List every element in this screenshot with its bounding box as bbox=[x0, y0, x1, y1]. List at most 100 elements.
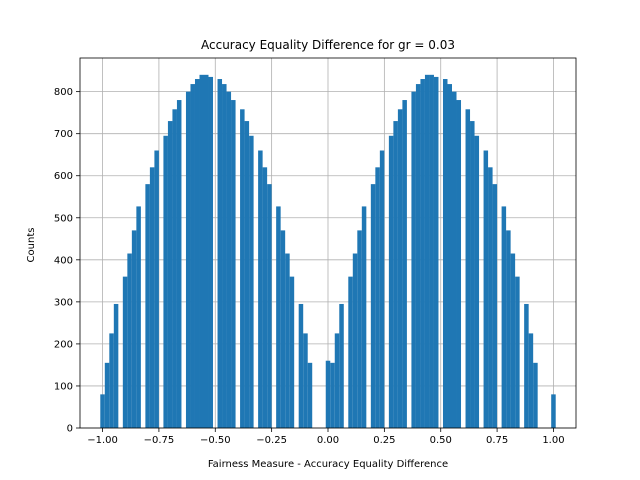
histogram-bar bbox=[515, 276, 520, 428]
x-tick-label: 0.75 bbox=[486, 435, 508, 446]
histogram-bar bbox=[131, 230, 137, 428]
histogram-bar bbox=[217, 79, 223, 428]
histogram-bar bbox=[361, 206, 367, 428]
histogram-bar bbox=[100, 394, 105, 428]
histogram-bar bbox=[199, 74, 204, 429]
x-tick-label: 0.00 bbox=[317, 435, 339, 446]
histogram-bar bbox=[231, 100, 236, 428]
histogram-bar bbox=[420, 79, 425, 428]
histogram-bar bbox=[109, 333, 114, 428]
histogram-bar bbox=[533, 362, 538, 428]
histogram-bar bbox=[276, 206, 281, 428]
histogram-bar bbox=[551, 394, 556, 428]
x-tick-label: −0.25 bbox=[256, 435, 287, 446]
histogram-bar bbox=[258, 150, 263, 428]
histogram-bar bbox=[524, 303, 529, 428]
histogram-bar bbox=[348, 276, 353, 428]
histogram-bar bbox=[510, 253, 516, 428]
histogram-bar bbox=[393, 121, 398, 429]
y-tick-label: 200 bbox=[54, 339, 73, 350]
histogram-bar bbox=[176, 100, 182, 428]
x-tick-label: −0.75 bbox=[144, 435, 175, 446]
y-tick-label: 800 bbox=[54, 87, 73, 98]
histogram-bar bbox=[267, 184, 272, 428]
y-axis-ticks: 0 100 200 300 400 500 600 700 800 bbox=[54, 87, 80, 435]
histogram-bar bbox=[303, 333, 308, 428]
histogram-bar bbox=[154, 150, 159, 428]
histogram-bar bbox=[447, 84, 452, 429]
histogram-bar bbox=[433, 76, 439, 428]
histogram-bar bbox=[357, 230, 362, 428]
histogram-bar bbox=[289, 276, 295, 428]
histogram-bar bbox=[429, 74, 434, 429]
histogram-bar bbox=[339, 303, 344, 428]
histogram-bar bbox=[136, 206, 141, 428]
histogram-bar bbox=[465, 109, 471, 428]
histogram-bar bbox=[325, 360, 331, 428]
histogram-bar bbox=[226, 91, 232, 429]
histogram-bar bbox=[262, 167, 268, 428]
histogram-bar bbox=[240, 109, 245, 428]
histogram-bar bbox=[190, 84, 195, 429]
histogram-bar bbox=[285, 253, 290, 428]
y-tick-label: 600 bbox=[54, 171, 73, 182]
histogram-bar bbox=[415, 84, 421, 429]
x-axis-ticks: −1.00 −0.75 −0.50 −0.25 0.00 0.25 0.50 0.75 1.00 bbox=[87, 428, 565, 446]
histogram-bar bbox=[397, 109, 403, 428]
x-tick-label: 0.25 bbox=[373, 435, 395, 446]
histogram-bar bbox=[352, 253, 358, 428]
histogram-bar bbox=[280, 230, 286, 428]
x-axis-label: Fairness Measure - Accuracy Equality Dif… bbox=[208, 459, 448, 470]
histogram-bar bbox=[424, 74, 430, 429]
histogram-bar bbox=[244, 121, 250, 429]
histogram-bar bbox=[474, 135, 480, 428]
histogram-bar bbox=[442, 79, 448, 428]
histogram-bar bbox=[506, 230, 511, 428]
histogram-bar bbox=[388, 135, 394, 428]
histogram-bar bbox=[185, 91, 191, 429]
histogram-bar bbox=[145, 184, 150, 428]
histogram-bar bbox=[172, 109, 177, 428]
y-tick-label: 300 bbox=[54, 297, 73, 308]
histogram-bar bbox=[492, 184, 498, 428]
histogram-bar bbox=[149, 167, 155, 428]
histogram-bar bbox=[194, 79, 200, 428]
histogram-bar bbox=[113, 303, 119, 428]
histogram-bar bbox=[334, 333, 340, 428]
x-tick-label: −0.50 bbox=[200, 435, 231, 446]
histogram-bar bbox=[249, 135, 254, 428]
histogram-bar bbox=[379, 150, 385, 428]
histogram-bar bbox=[370, 184, 376, 428]
histogram-bar bbox=[122, 276, 128, 428]
y-tick-label: 700 bbox=[54, 129, 73, 140]
histogram-bar bbox=[375, 167, 380, 428]
histogram-bar bbox=[307, 362, 313, 428]
y-tick-label: 400 bbox=[54, 255, 73, 266]
histogram-bar bbox=[204, 74, 209, 429]
histogram-bar bbox=[402, 100, 407, 428]
histogram-bar bbox=[456, 100, 462, 428]
x-tick-label: 0.50 bbox=[430, 435, 452, 446]
histogram-bar bbox=[501, 206, 507, 428]
histogram-bar bbox=[127, 253, 132, 428]
histogram-bar bbox=[208, 76, 214, 428]
histogram-bar bbox=[411, 91, 416, 429]
y-axis-label: Counts bbox=[26, 228, 37, 263]
histogram-bar bbox=[483, 150, 489, 428]
x-tick-label: 1.00 bbox=[542, 435, 564, 446]
histogram-bar bbox=[222, 84, 227, 429]
histogram-bar bbox=[528, 333, 534, 428]
histogram-bar bbox=[167, 121, 173, 429]
histogram-bar bbox=[163, 135, 168, 428]
histogram-bar bbox=[330, 362, 335, 428]
histogram-bar bbox=[470, 121, 475, 429]
histogram-bar bbox=[298, 303, 304, 428]
chart-title: Accuracy Equality Difference for gr = 0.… bbox=[201, 38, 455, 52]
bars bbox=[100, 74, 556, 429]
y-tick-label: 0 bbox=[67, 424, 73, 435]
x-tick-label: −1.00 bbox=[87, 435, 118, 446]
histogram-bar bbox=[488, 167, 493, 428]
histogram-bar bbox=[452, 91, 457, 429]
y-tick-label: 100 bbox=[54, 381, 73, 392]
